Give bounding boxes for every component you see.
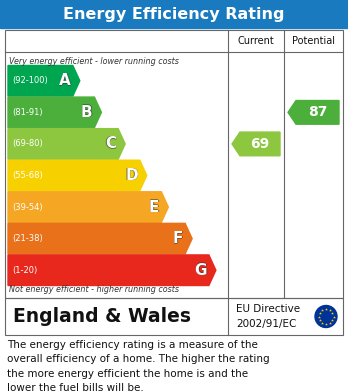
Polygon shape <box>8 160 147 191</box>
Text: D: D <box>125 168 138 183</box>
Text: B: B <box>81 104 93 119</box>
Text: E: E <box>150 199 160 215</box>
Text: F: F <box>173 231 183 246</box>
Text: F: F <box>173 231 184 246</box>
Text: England & Wales: England & Wales <box>13 307 191 326</box>
Text: G: G <box>195 262 207 277</box>
Text: E: E <box>149 199 159 215</box>
Text: Not energy efficient - higher running costs: Not energy efficient - higher running co… <box>9 285 179 294</box>
Text: G: G <box>195 263 207 278</box>
Text: F: F <box>173 231 183 246</box>
Bar <box>5 30 343 298</box>
Text: D: D <box>126 168 138 183</box>
Text: F: F <box>173 231 183 247</box>
Text: (1-20): (1-20) <box>12 266 37 275</box>
Text: The energy efficiency rating is a measure of the
overall efficiency of a home. T: The energy efficiency rating is a measur… <box>7 340 270 391</box>
Text: Potential: Potential <box>292 36 335 46</box>
Text: (21-38): (21-38) <box>12 234 43 243</box>
Text: B: B <box>81 105 93 120</box>
Polygon shape <box>8 66 80 96</box>
Polygon shape <box>8 129 125 159</box>
Polygon shape <box>232 132 280 156</box>
Text: A: A <box>59 73 71 88</box>
Text: B: B <box>81 105 93 120</box>
Text: (69-80): (69-80) <box>12 140 43 149</box>
Text: EU Directive: EU Directive <box>236 304 300 314</box>
Text: G: G <box>195 263 207 278</box>
Text: 2002/91/EC: 2002/91/EC <box>236 319 296 329</box>
Polygon shape <box>8 192 168 222</box>
Bar <box>0 0 348 28</box>
Polygon shape <box>8 223 192 254</box>
Text: Very energy efficient - lower running costs: Very energy efficient - lower running co… <box>9 57 179 66</box>
Polygon shape <box>288 100 339 124</box>
Text: (92-100): (92-100) <box>12 76 48 85</box>
Bar <box>5 298 343 335</box>
Text: 87: 87 <box>308 105 327 119</box>
Text: E: E <box>149 200 159 215</box>
Text: C: C <box>105 137 116 152</box>
Polygon shape <box>8 97 101 127</box>
Text: (55-68): (55-68) <box>12 171 43 180</box>
Text: D: D <box>125 168 137 183</box>
Text: B: B <box>81 105 93 120</box>
Text: 69: 69 <box>250 137 270 151</box>
Text: (39-54): (39-54) <box>12 203 42 212</box>
Text: Current: Current <box>238 36 274 46</box>
Text: Energy Efficiency Rating: Energy Efficiency Rating <box>63 7 285 22</box>
Text: A: A <box>58 73 70 88</box>
Text: G: G <box>195 263 207 278</box>
Text: C: C <box>104 136 116 151</box>
Text: E: E <box>149 199 159 214</box>
Text: A: A <box>59 73 71 88</box>
Polygon shape <box>8 255 216 285</box>
Text: G: G <box>194 263 206 278</box>
Text: F: F <box>172 231 183 246</box>
Text: B: B <box>80 105 92 120</box>
Text: D: D <box>125 167 138 183</box>
Text: C: C <box>105 136 116 151</box>
Text: A: A <box>59 74 71 89</box>
Text: (81-91): (81-91) <box>12 108 42 117</box>
Text: C: C <box>105 136 117 151</box>
Circle shape <box>315 305 337 328</box>
Text: E: E <box>149 199 159 215</box>
Text: C: C <box>105 136 116 151</box>
Text: A: A <box>60 73 71 88</box>
Text: D: D <box>125 169 138 183</box>
